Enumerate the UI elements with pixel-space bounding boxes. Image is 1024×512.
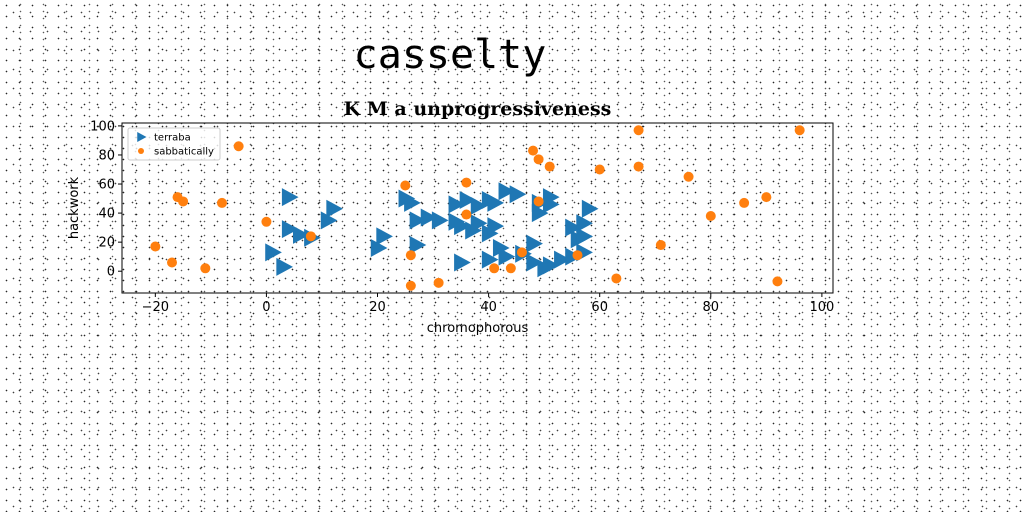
x-tick-label: 40	[480, 300, 497, 315]
legend-box	[127, 127, 221, 161]
point-sabbatically	[516, 247, 527, 258]
point-terraba	[576, 214, 593, 233]
y-tick-label: 40	[98, 207, 115, 222]
point-sabbatically	[633, 125, 644, 136]
y-tick-label: 60	[98, 178, 115, 193]
point-terraba	[581, 199, 599, 218]
point-sabbatically	[261, 216, 272, 227]
x-tick-label: 20	[369, 300, 386, 315]
point-terraba	[281, 220, 299, 239]
point-terraba	[454, 217, 471, 236]
point-sabbatically	[655, 240, 666, 251]
point-sabbatically	[305, 231, 316, 242]
x-tick-label: 60	[591, 300, 608, 315]
point-sabbatically	[489, 263, 500, 274]
point-terraba	[409, 211, 427, 230]
point-terraba	[492, 238, 510, 257]
point-sabbatically	[461, 209, 472, 220]
point-terraba	[526, 253, 543, 272]
y-tick-label: 0	[107, 265, 115, 280]
point-sabbatically	[528, 145, 539, 156]
point-terraba	[459, 191, 477, 210]
point-terraba	[276, 257, 293, 276]
point-terraba	[326, 199, 343, 218]
legend-marker-sabbatically	[138, 148, 144, 154]
point-sabbatically	[533, 196, 544, 207]
point-sabbatically	[794, 125, 805, 136]
point-terraba	[576, 227, 593, 246]
x-tick-label: 100	[809, 300, 834, 315]
point-sabbatically	[178, 196, 189, 207]
point-terraba	[470, 214, 488, 233]
figure-heading: casselty	[353, 32, 547, 78]
point-sabbatically	[150, 241, 161, 252]
point-sabbatically	[772, 276, 783, 287]
point-terraba	[526, 234, 543, 253]
point-terraba	[265, 243, 282, 262]
point-terraba	[498, 247, 516, 266]
x-axis-label: chromophorous	[427, 321, 529, 336]
point-terraba	[420, 208, 438, 227]
point-sabbatically	[739, 197, 750, 208]
point-terraba	[370, 238, 388, 257]
point-terraba	[509, 185, 527, 204]
point-terraba	[481, 250, 499, 269]
point-sabbatically	[705, 210, 716, 221]
point-terraba	[454, 253, 471, 272]
point-terraba	[281, 188, 299, 207]
point-sabbatically	[572, 250, 583, 261]
point-terraba	[565, 218, 582, 237]
point-sabbatically	[633, 161, 644, 172]
point-sabbatically	[233, 141, 244, 152]
point-sabbatically	[611, 273, 622, 284]
point-sabbatically	[761, 192, 772, 203]
point-sabbatically	[433, 277, 444, 288]
point-sabbatically	[405, 280, 416, 291]
point-sabbatically	[461, 177, 472, 188]
point-terraba	[448, 195, 466, 214]
point-sabbatically	[594, 164, 605, 175]
point-terraba	[409, 236, 427, 255]
point-terraba	[542, 256, 560, 275]
point-terraba	[554, 250, 571, 269]
y-axis-label: hackwork	[67, 176, 82, 239]
point-sabbatically	[405, 250, 416, 261]
point-terraba	[470, 196, 488, 215]
point-terraba	[498, 182, 516, 201]
x-tick-label: 80	[703, 300, 720, 315]
point-terraba	[320, 211, 338, 230]
legend-label: sabbatically	[154, 147, 214, 158]
point-sabbatically	[544, 161, 555, 172]
point-sabbatically	[166, 257, 177, 268]
y-tick-label: 100	[90, 119, 115, 134]
x-tick-label: 0	[262, 300, 270, 315]
point-terraba	[487, 217, 505, 236]
points-layer	[150, 125, 805, 291]
y-tick-label: 20	[98, 236, 115, 251]
point-sabbatically	[400, 180, 411, 191]
point-terraba	[542, 195, 560, 214]
point-sabbatically	[533, 154, 544, 165]
x-tick-label: −20	[142, 300, 169, 315]
legend-label: terraba	[154, 133, 191, 144]
point-terraba	[431, 211, 449, 230]
y-tick-label: 80	[98, 148, 115, 163]
ticks-layer: −20 0 20 40 60 80 100 0 20 40 60 80 100	[90, 119, 834, 315]
point-sabbatically	[216, 197, 227, 208]
point-sabbatically	[683, 171, 694, 182]
legend: terraba sabbatically	[127, 127, 221, 161]
point-sabbatically	[200, 263, 211, 274]
point-sabbatically	[505, 263, 516, 274]
point-terraba	[293, 225, 310, 244]
plot-area-frame	[121, 122, 834, 294]
legend-marker-terraba	[137, 132, 147, 142]
chart-title: K M a unprogressiveness	[344, 98, 612, 120]
point-terraba	[487, 193, 505, 212]
point-terraba	[404, 193, 421, 212]
point-terraba	[376, 227, 393, 246]
